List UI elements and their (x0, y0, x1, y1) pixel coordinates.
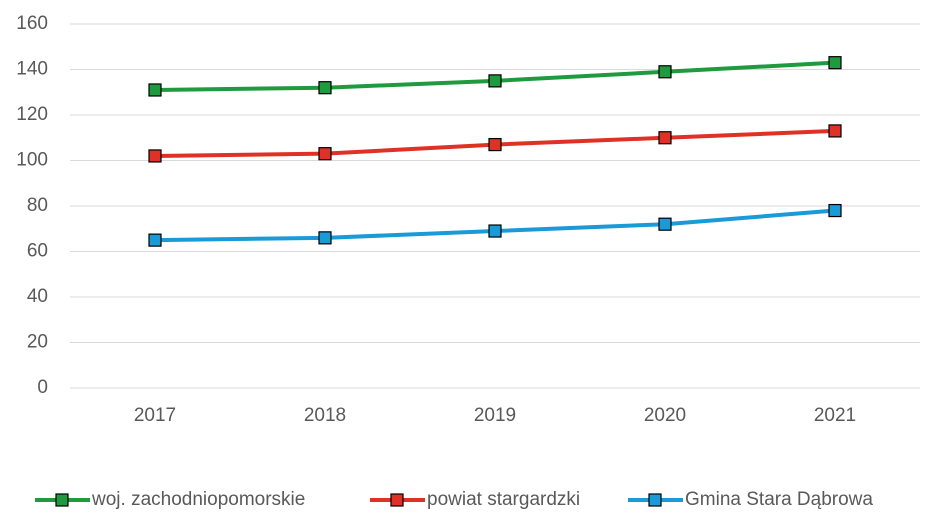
y-tick-label: 40 (27, 286, 48, 307)
y-tick-label: 140 (16, 59, 48, 80)
y-tick-label: 120 (16, 104, 48, 125)
x-tick-label: 2018 (304, 405, 346, 426)
legend-marker (648, 493, 662, 507)
marker (828, 56, 842, 70)
legend-marker (55, 493, 69, 507)
marker (488, 74, 502, 88)
legend-label: powiat stargardzki (427, 489, 580, 510)
y-tick-label: 0 (37, 377, 48, 398)
legend-marker (390, 493, 404, 507)
marker (318, 81, 332, 95)
x-tick-label: 2021 (814, 405, 856, 426)
marker (828, 203, 842, 218)
marker (318, 231, 332, 245)
legend-label: woj. zachodniopomorskie (91, 489, 305, 510)
y-tick-label: 100 (16, 150, 48, 171)
marker (488, 137, 502, 152)
marker (148, 83, 162, 97)
marker (148, 149, 162, 163)
marker (658, 65, 672, 79)
marker (318, 147, 332, 161)
marker (148, 233, 162, 247)
legend-label: Gmina Stara Dąbrowa (685, 489, 873, 510)
marker (488, 224, 502, 238)
y-tick-label: 160 (16, 13, 48, 34)
marker (658, 131, 672, 145)
x-tick-label: 2020 (644, 405, 686, 426)
x-tick-label: 2017 (134, 405, 176, 426)
y-tick-label: 80 (27, 195, 48, 216)
y-tick-label: 20 (27, 332, 48, 353)
marker (828, 124, 842, 138)
marker (658, 217, 672, 231)
y-tick-label: 60 (27, 241, 48, 262)
x-tick-label: 2019 (474, 405, 516, 426)
